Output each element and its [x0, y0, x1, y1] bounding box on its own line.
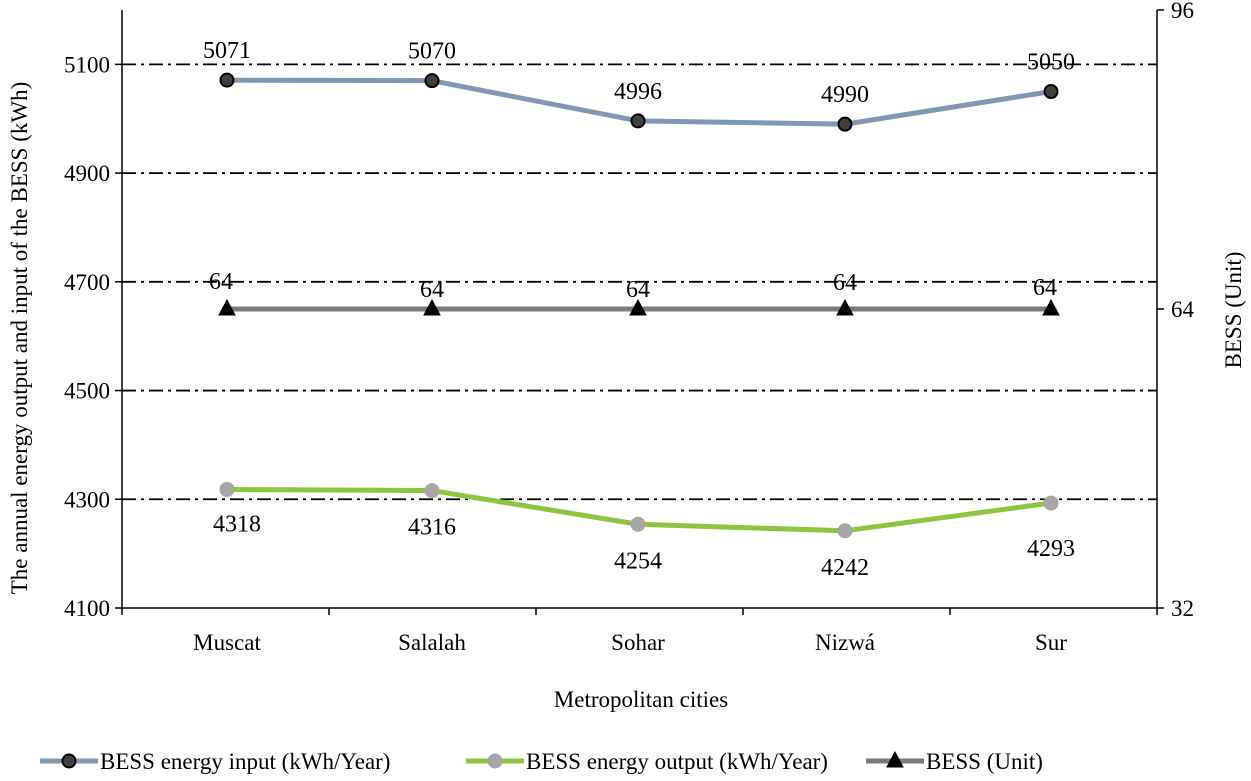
data-label: 64 — [833, 270, 857, 296]
data-label: 5070 — [408, 39, 456, 65]
data-point-marker — [423, 298, 441, 316]
data-point-marker — [1042, 298, 1060, 316]
data-label: 4254 — [614, 548, 662, 574]
data-labels: 5071 5070 4996 4990 5050 4318 4316 4254 4242 4293… — [203, 38, 1075, 581]
legend-item: BESS energy output (kWh/Year) — [466, 749, 828, 774]
data-point-marker — [630, 516, 646, 532]
x-tick-label: Salalah — [398, 630, 466, 655]
legend-marker — [61, 753, 77, 769]
data-point-marker — [630, 113, 646, 129]
data-label: 5050 — [1027, 50, 1075, 76]
legend-marker — [886, 750, 904, 768]
data-label: 4293 — [1027, 536, 1075, 562]
data-label: 4242 — [821, 555, 869, 581]
x-tick-label: Muscat — [193, 630, 261, 655]
data-point-marker — [837, 523, 853, 539]
y-tick-label-right: 32 — [1171, 596, 1194, 621]
y-tick-label-left: 4100 — [64, 596, 110, 621]
data-point-marker — [837, 116, 853, 132]
data-label: 64 — [420, 277, 444, 303]
data-label: 4316 — [408, 515, 456, 541]
x-tick-label: Nizwá — [815, 630, 875, 655]
data-point-marker — [218, 298, 236, 316]
y-axis-title-left: The annual energy output and input of th… — [7, 82, 32, 595]
legend-item: BESS (Unit) — [866, 749, 1043, 774]
series-markers — [218, 72, 1060, 539]
data-label: 5071 — [203, 38, 251, 64]
y-tick-label-left: 4700 — [64, 270, 110, 295]
y-axis-title-right: BESS (Unit) — [1221, 252, 1246, 369]
data-label: 4318 — [213, 511, 261, 537]
data-label: 64 — [209, 269, 233, 295]
data-label: 4990 — [821, 82, 869, 108]
data-label: 64 — [626, 277, 650, 303]
legend-label: BESS energy output (kWh/Year) — [526, 749, 828, 774]
data-point-marker — [629, 298, 647, 316]
x-tick-label: Sur — [1035, 630, 1067, 655]
data-point-marker — [1043, 495, 1059, 511]
data-point-marker — [219, 72, 235, 88]
data-point-marker — [424, 483, 440, 499]
data-point-marker — [836, 298, 854, 316]
y-tick-label-left: 4900 — [64, 161, 110, 186]
x-tick-label: Sohar — [611, 630, 665, 655]
legend-label: BESS (Unit) — [926, 749, 1043, 774]
y-tick-label-left: 4500 — [64, 379, 110, 404]
legend-item: BESS energy input (kWh/Year) — [40, 749, 390, 774]
y-tick-label-left: 5100 — [64, 52, 110, 77]
data-point-marker — [219, 481, 235, 497]
data-point-marker — [1043, 84, 1059, 100]
data-label: 64 — [1033, 275, 1057, 301]
legend-label: BESS energy input (kWh/Year) — [100, 749, 390, 774]
axes: 4100 4300 4500 4700 4900 5100 32 64 96 Muscat Sala… — [64, 0, 1195, 655]
gridlines — [122, 63, 1157, 501]
legend: BESS energy input (kWh/Year) BESS energy … — [40, 749, 1043, 774]
x-axis-title: Metropolitan cities — [554, 687, 728, 712]
data-point-marker — [424, 73, 440, 89]
legend-marker — [487, 753, 503, 769]
y-tick-label-right: 64 — [1171, 297, 1195, 322]
y-tick-label-left: 4300 — [64, 487, 110, 512]
y-tick-label-right: 96 — [1171, 0, 1194, 23]
data-label: 4996 — [614, 79, 662, 105]
